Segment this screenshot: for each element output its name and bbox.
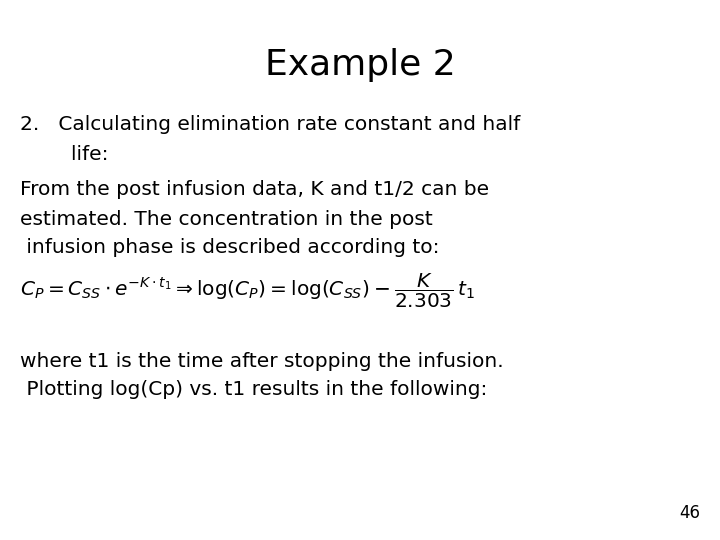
Text: Plotting log(Cp) vs. t1 results in the following:: Plotting log(Cp) vs. t1 results in the f… <box>20 380 487 399</box>
Text: Example 2: Example 2 <box>265 48 455 82</box>
Text: $C_P = C_{SS} \cdot e^{-K \cdot t_1} \Rightarrow \log(C_P) = \log(C_{SS}) - \dfr: $C_P = C_{SS} \cdot e^{-K \cdot t_1} \Ri… <box>20 272 475 310</box>
Text: life:: life: <box>20 145 109 164</box>
Text: 46: 46 <box>679 504 700 522</box>
Text: 2.   Calculating elimination rate constant and half: 2. Calculating elimination rate constant… <box>20 115 521 134</box>
Text: estimated. The concentration in the post: estimated. The concentration in the post <box>20 210 433 229</box>
Text: where t1 is the time after stopping the infusion.: where t1 is the time after stopping the … <box>20 352 503 371</box>
Text: From the post infusion data, K and t1/2 can be: From the post infusion data, K and t1/2 … <box>20 180 489 199</box>
Text: infusion phase is described according to:: infusion phase is described according to… <box>20 238 439 257</box>
